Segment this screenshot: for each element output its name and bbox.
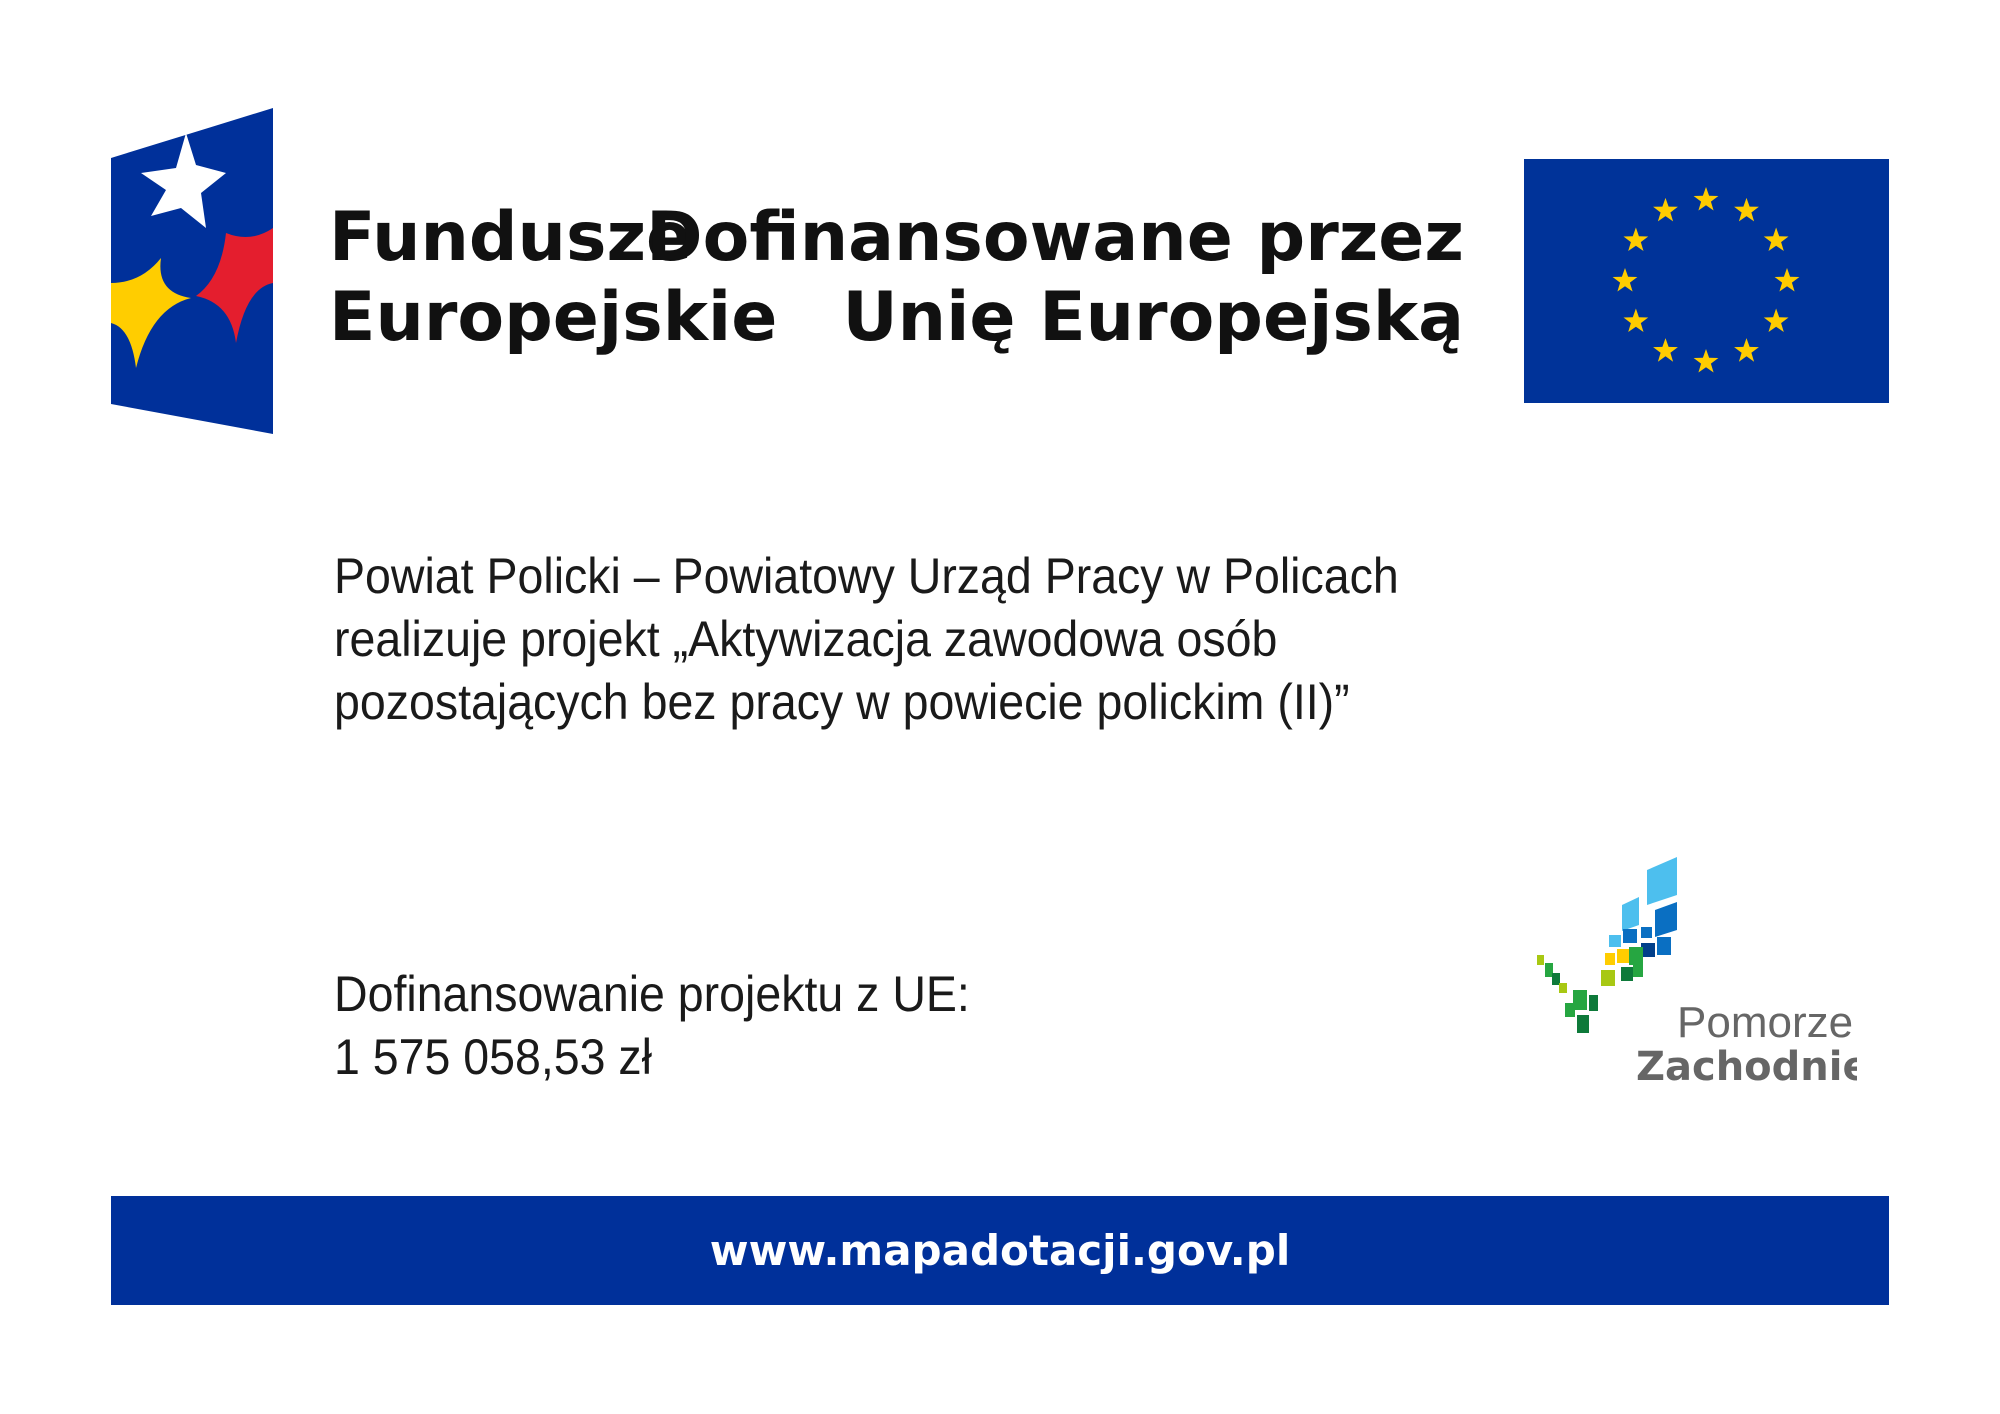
funding-info: Dofinansowanie projektu z UE: 1 575 058,… — [334, 963, 970, 1089]
eu-star-icon — [1623, 308, 1649, 332]
eu-star-icon — [1774, 268, 1800, 292]
eu-star-icon — [1612, 268, 1638, 292]
fe-text-line1: Fundusze — [329, 198, 693, 277]
eu-star-icon — [1653, 338, 1678, 362]
eu-star-icon — [1763, 308, 1789, 332]
project-description: Powiat Policki – Powiatowy Urząd Pracy w… — [334, 545, 1399, 734]
eu-flag-icon — [1524, 159, 1889, 403]
eu-star-icon — [1734, 197, 1759, 222]
funding-label: Dofinansowanie projektu z UE: — [334, 966, 970, 1022]
project-line: Powiat Policki – Powiatowy Urząd Pracy w… — [334, 548, 1399, 604]
eu-star-icon — [1623, 227, 1649, 251]
fe-text-line2: Europejskie — [329, 278, 778, 357]
fe-logo-text: Fundusze Europejskie — [329, 198, 777, 358]
eu-star-icon — [1693, 187, 1719, 211]
fundusze-europejskie-logo-icon — [111, 108, 273, 434]
eu-star-icon — [1763, 227, 1789, 251]
eu-cofunding-text: Dofinansowane przez Unię Europejską — [646, 198, 1464, 358]
funding-amount: 1 575 058,53 zł — [334, 1029, 653, 1085]
eu-text-line2: Unię Europejską — [842, 278, 1464, 357]
eu-text-line1: Dofinansowane przez — [646, 198, 1464, 277]
pomorze-zachodnie-logo-icon: Pomorze Zachodnie — [1537, 857, 1857, 1085]
project-line: realizuje projekt „Aktywizacja zawodowa … — [334, 611, 1278, 667]
project-line: pozostających bez pracy w powiecie polic… — [334, 674, 1350, 730]
footer-bar: www.mapadotacji.gov.pl — [111, 1196, 1889, 1305]
eu-star-icon — [1693, 349, 1719, 373]
eu-star-icon — [1653, 197, 1678, 222]
footer-url-link[interactable]: www.mapadotacji.gov.pl — [709, 1226, 1291, 1275]
regional-logo-line1: Pomorze — [1677, 998, 1853, 1047]
eu-star-icon — [1734, 338, 1759, 362]
regional-logo-line2: Zachodnie — [1636, 1044, 1857, 1085]
